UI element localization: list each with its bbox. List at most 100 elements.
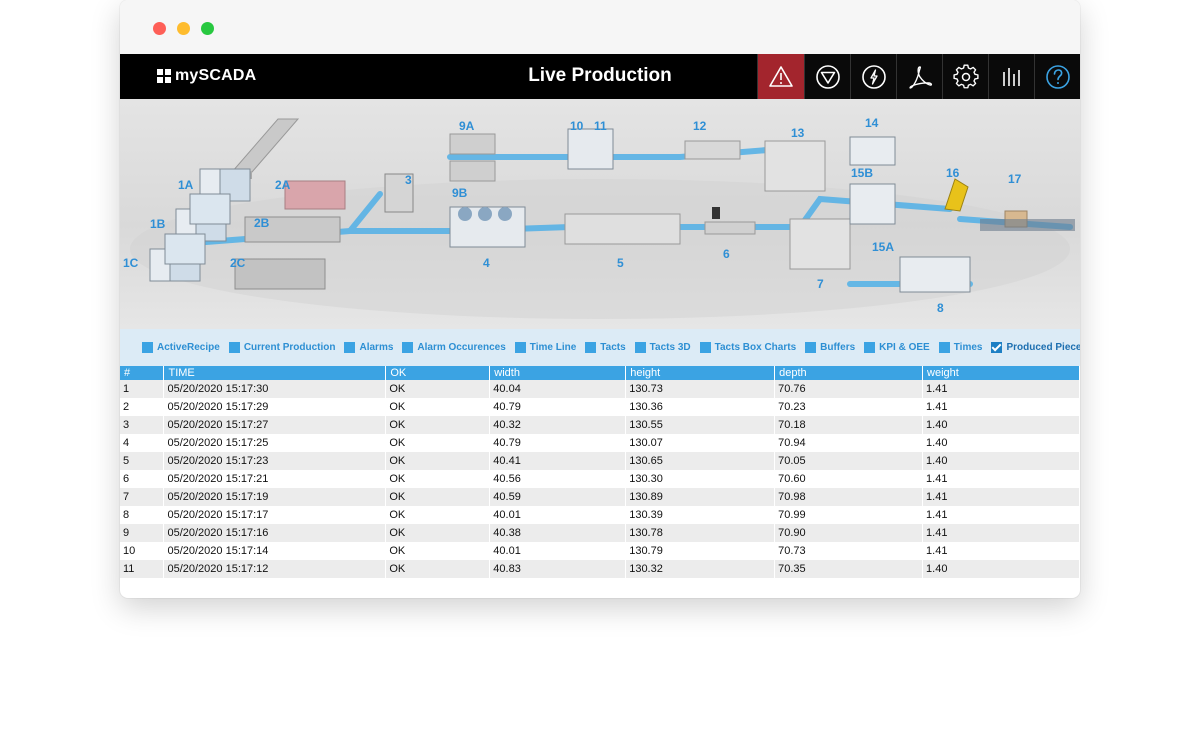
station-label: 10: [570, 119, 584, 133]
cell-index: 5: [120, 452, 165, 470]
tab-label: Alarm Occurences: [417, 342, 506, 353]
column-header-width[interactable]: width: [489, 366, 627, 380]
pdf-button[interactable]: [896, 54, 942, 99]
tab-checkbox[interactable]: [514, 342, 526, 353]
tab-label: Tacts: [600, 342, 626, 353]
cell-width: 40.04: [489, 380, 627, 398]
cell-height: 130.39: [625, 506, 776, 524]
tab-alarm-occurences[interactable]: Alarm Occurences: [402, 342, 506, 353]
cell-depth: 70.18: [774, 416, 924, 434]
table-row[interactable]: 11 05/20/2020 15:17:12 OK 40.83 130.32 70.35 1…: [120, 560, 1080, 578]
cell-time: 05/20/2020 15:17:21: [163, 470, 387, 488]
table-row[interactable]: 10 05/20/2020 15:17:14 OK 40.01 130.79 70.73 1…: [120, 542, 1080, 560]
table-row[interactable]: 7 05/20/2020 15:17:19 OK 40.59 130.89 70.98 1.…: [120, 488, 1080, 506]
column-header-time[interactable]: TIME: [163, 366, 387, 380]
tab-alarms[interactable]: Alarms: [344, 342, 393, 353]
cell-ok: OK: [385, 398, 491, 416]
tab-checkbox[interactable]: [938, 342, 950, 353]
tab-kpi-oee[interactable]: KPI & OEE: [864, 342, 930, 353]
tab-label: Alarms: [359, 342, 394, 353]
tab-tacts-3d[interactable]: Tacts 3D: [634, 342, 691, 353]
column-header-depth[interactable]: depth: [774, 366, 924, 380]
cell-ok: OK: [385, 380, 491, 398]
station-label: 5: [617, 256, 624, 270]
cell-depth: 70.94: [774, 434, 924, 452]
tab-checkbox[interactable]: [864, 342, 876, 353]
cell-index: 1: [120, 380, 165, 398]
alarm-button[interactable]: [757, 54, 804, 99]
tab-current-production[interactable]: Current Production: [228, 342, 336, 353]
tab-checkbox[interactable]: [344, 342, 356, 353]
cell-ok: OK: [385, 524, 491, 542]
cell-width: 40.32: [489, 416, 627, 434]
cell-time: 05/20/2020 15:17:25: [163, 434, 387, 452]
maximize-window-button[interactable]: [201, 22, 214, 35]
table-row[interactable]: 1 05/20/2020 15:17:30 OK 40.04 130.73 70.76 1.…: [120, 380, 1080, 398]
station-label: 16: [946, 166, 960, 180]
cell-height: 130.73: [625, 380, 776, 398]
cell-width: 40.79: [489, 434, 627, 452]
window-titlebar: [120, 0, 1080, 54]
column-header-index[interactable]: #: [120, 366, 165, 380]
station-label: 11: [594, 119, 607, 133]
column-header-weight[interactable]: weight: [922, 366, 1080, 380]
tab-checkbox[interactable]: [699, 342, 711, 353]
tab-label: Current Production: [243, 342, 336, 353]
cell-ok: OK: [385, 416, 491, 434]
cell-depth: 70.76: [774, 380, 924, 398]
table-row[interactable]: 6 05/20/2020 15:17:21 OK 40.56 130.30 70.60 1.…: [120, 470, 1080, 488]
cell-ok: OK: [385, 506, 491, 524]
tab-checkbox[interactable]: [142, 342, 153, 353]
tab-checkbox[interactable]: [585, 342, 597, 353]
tab-checkbox[interactable]: [228, 342, 240, 353]
power-button[interactable]: [850, 54, 896, 99]
tab-times[interactable]: Times: [938, 342, 982, 353]
tab-produced-pieces[interactable]: Produced Pieces: [991, 342, 1080, 353]
tab-time-line[interactable]: Time Line: [514, 342, 577, 353]
charts-button[interactable]: [988, 54, 1034, 99]
cell-time: 05/20/2020 15:17:14: [163, 542, 387, 560]
station-label: 3: [405, 173, 412, 187]
tab-checkbox[interactable]: [634, 342, 646, 353]
cell-index: 8: [120, 506, 165, 524]
machine-5: [564, 213, 681, 245]
alarm-icon: [769, 65, 793, 87]
column-header-ok[interactable]: OK: [385, 366, 491, 380]
table-row[interactable]: 5 05/20/2020 15:17:23 OK 40.41 130.65 70.05 1.…: [120, 452, 1080, 470]
cell-time: 05/20/2020 15:17:23: [163, 452, 387, 470]
tab-buffers[interactable]: Buffers: [805, 342, 855, 353]
cell-weight: 1.41: [922, 470, 1080, 488]
cell-index: 7: [120, 488, 165, 506]
close-window-button[interactable]: [153, 22, 166, 35]
gear-icon: [952, 64, 979, 88]
tab-checkbox[interactable]: [402, 342, 414, 353]
help-button[interactable]: [1034, 54, 1080, 99]
cell-height: 130.55: [625, 416, 776, 434]
tab-active-recipe[interactable]: ActiveRecipe: [142, 342, 220, 353]
station-label: 1B: [150, 217, 166, 231]
stop-button[interactable]: [804, 54, 850, 99]
table-row[interactable]: 2 05/20/2020 15:17:29 OK 40.79 130.36 70.23 1.…: [120, 398, 1080, 416]
cell-time: 05/20/2020 15:17:17: [163, 506, 387, 524]
table-row[interactable]: 8 05/20/2020 15:17:17 OK 40.01 130.39 70.99 1.…: [120, 506, 1080, 524]
tab-tacts[interactable]: Tacts: [585, 342, 626, 353]
checked-checkbox[interactable]: [991, 342, 1003, 353]
tab-tacts-box-charts[interactable]: Tacts Box Charts: [699, 342, 796, 353]
tab-checkbox[interactable]: [805, 342, 817, 353]
column-header-height[interactable]: height: [625, 366, 776, 380]
settings-button[interactable]: [942, 54, 988, 99]
station-label: 15A: [872, 240, 894, 254]
station-label: 15B: [851, 166, 873, 180]
cell-time: 05/20/2020 15:17:27: [163, 416, 387, 434]
tab-label: Time Line: [529, 342, 577, 353]
cell-width: 40.41: [489, 452, 627, 470]
table-row[interactable]: 9 05/20/2020 15:17:16 OK 40.38 130.78 70.90 1.…: [120, 524, 1080, 542]
table-row[interactable]: 4 05/20/2020 15:17:25 OK 40.79 130.07 70.94 1.…: [120, 434, 1080, 452]
cell-time: 05/20/2020 15:17:30: [163, 380, 387, 398]
machine-8: [899, 256, 971, 293]
cell-depth: 70.99: [774, 506, 924, 524]
table-row[interactable]: 3 05/20/2020 15:17:27 OK 40.32 130.55 70.18 1.…: [120, 416, 1080, 434]
cell-depth: 70.35: [774, 560, 924, 578]
minimize-window-button[interactable]: [177, 22, 190, 35]
station-label: 2B: [254, 216, 270, 230]
